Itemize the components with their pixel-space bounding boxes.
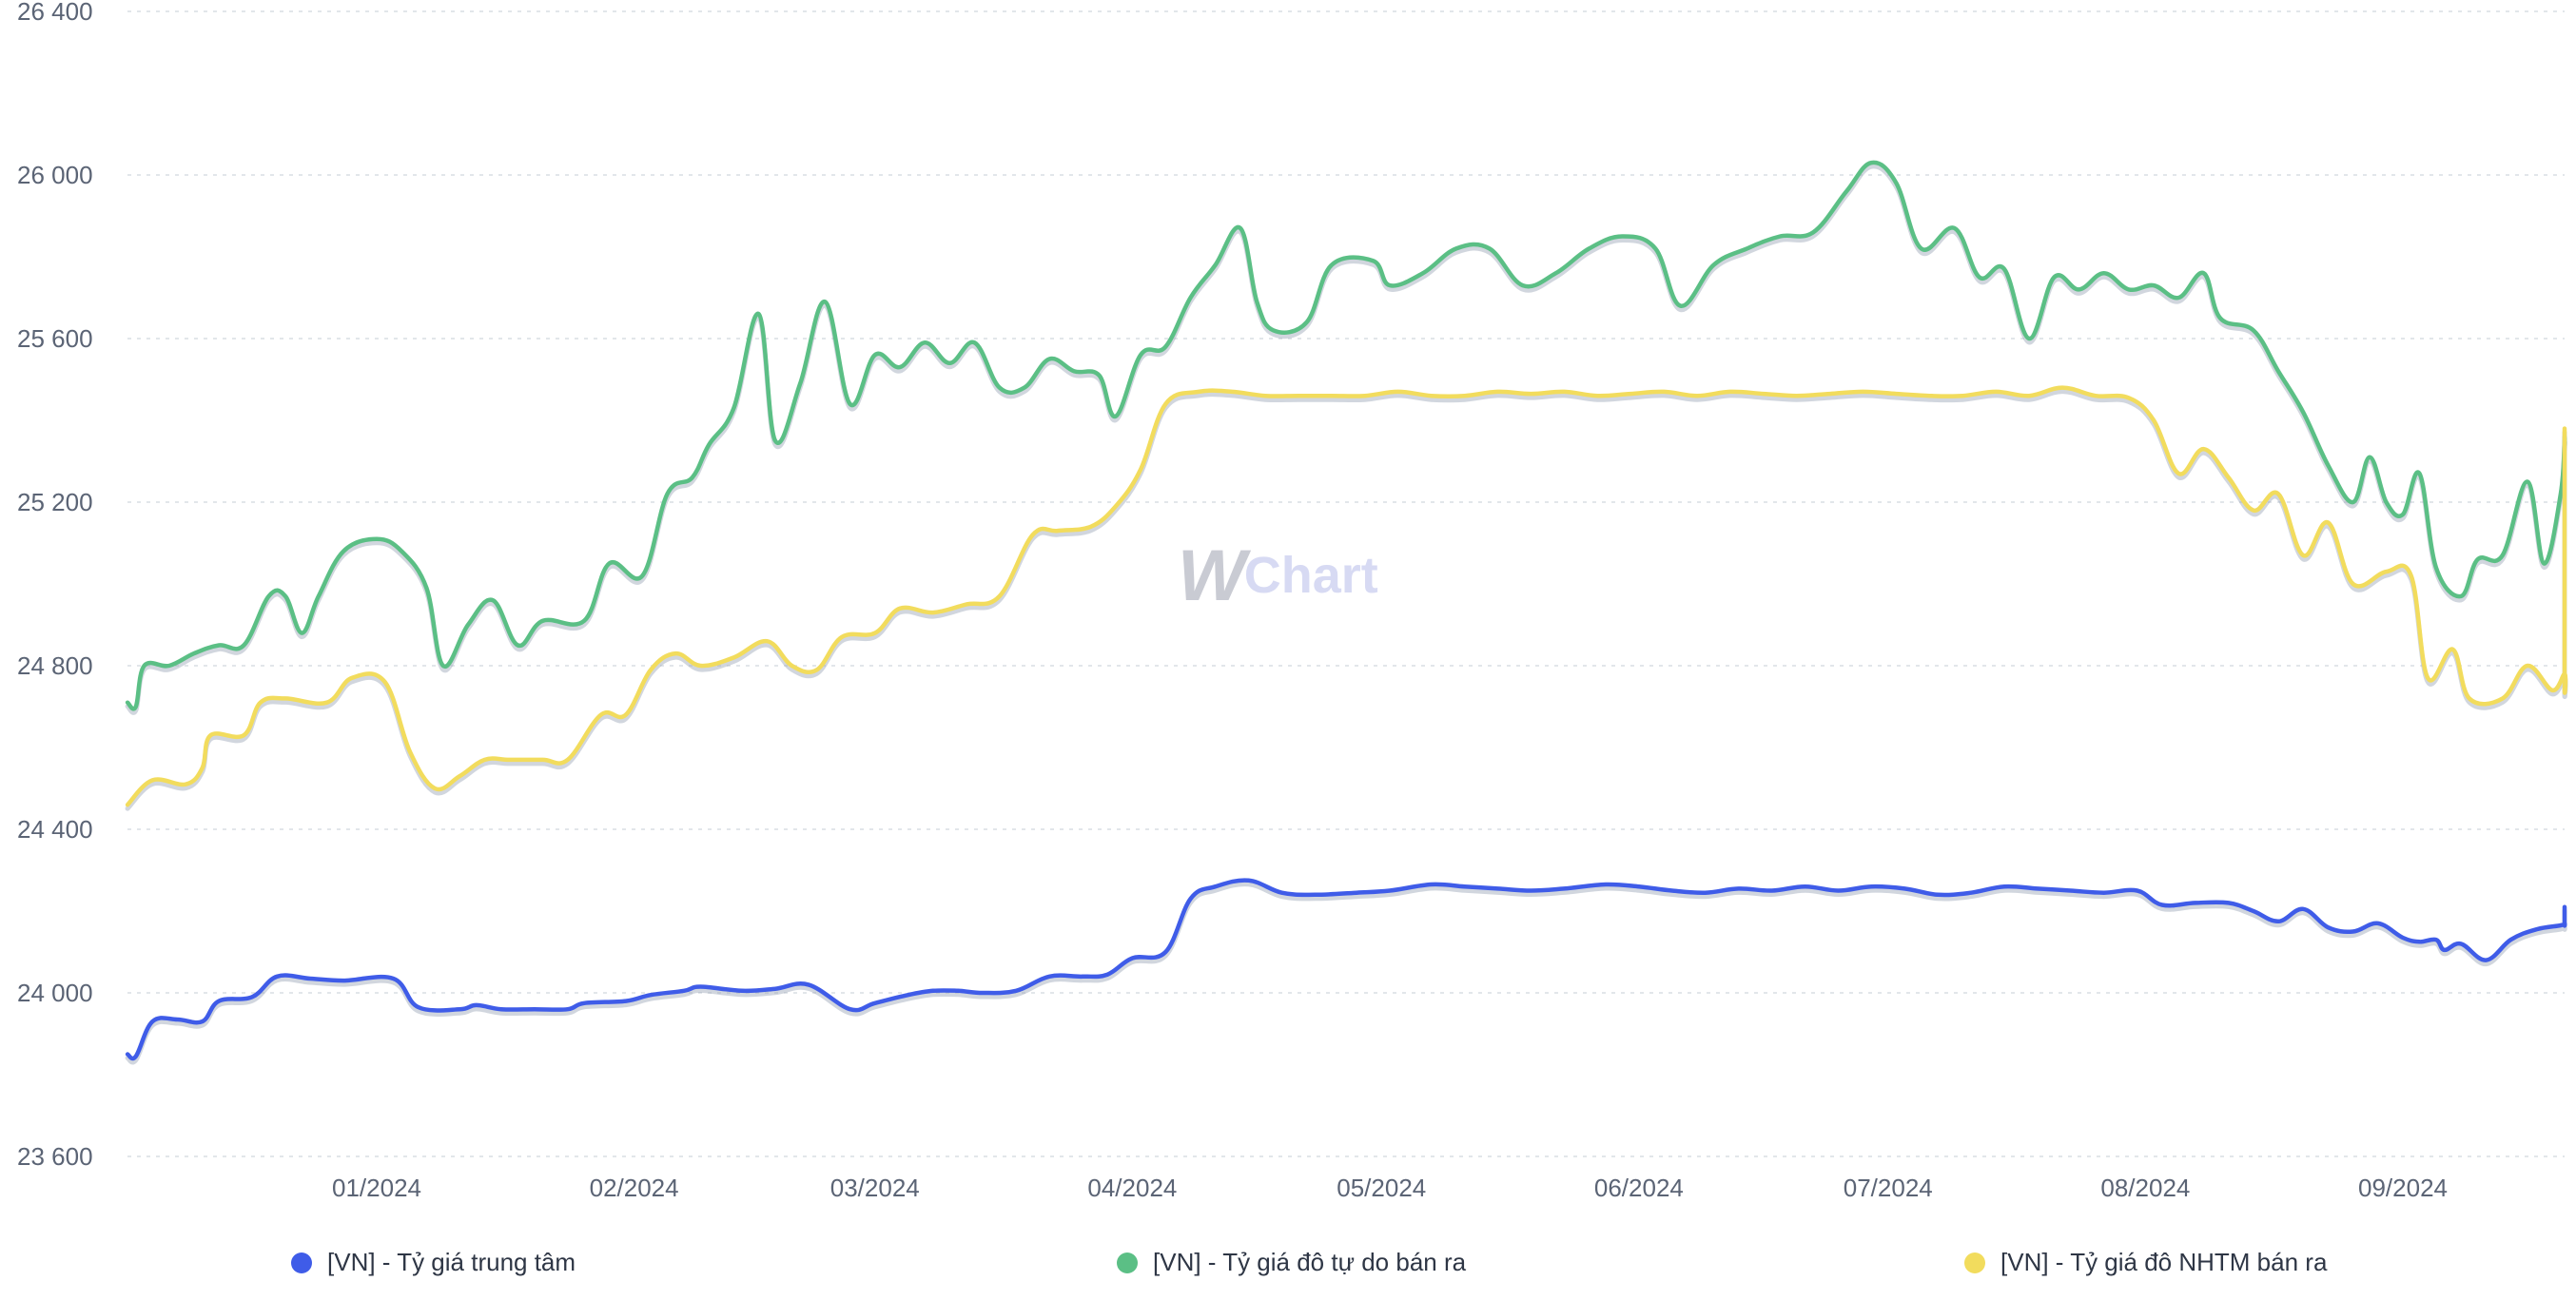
y-tick-label: 25 200 bbox=[17, 488, 93, 516]
x-tick-label: 09/2024 bbox=[2358, 1174, 2448, 1202]
x-tick-label: 05/2024 bbox=[1337, 1174, 1426, 1202]
y-axis-tick-labels: 23 600 24 000 24 400 24 800 25 200 25 600 26 0… bbox=[17, 0, 93, 1171]
wichart-watermark: W Chart bbox=[1178, 535, 1425, 616]
y-tick-label: 24 800 bbox=[17, 651, 93, 680]
x-axis-tick-labels: 01/2024 02/2024 03/2024 04/2024 05/2024 06/20… bbox=[332, 1174, 2448, 1202]
x-tick-label: 07/2024 bbox=[1844, 1174, 1933, 1202]
chart-legend: [VN] - Tỷ giá trung tâm [VN] - Tỷ giá đô… bbox=[0, 1248, 2576, 1286]
legend-item-free-market-rate[interactable]: [VN] - Tỷ giá đô tự do bán ra bbox=[1117, 1248, 1466, 1277]
x-tick-label: 06/2024 bbox=[1594, 1174, 1684, 1202]
grid bbox=[127, 10, 2565, 1157]
x-tick-label: 08/2024 bbox=[2100, 1174, 2190, 1202]
legend-label: [VN] - Tỷ giá đô NHTM bán ra bbox=[2000, 1248, 2328, 1276]
x-tick-label: 03/2024 bbox=[830, 1174, 920, 1202]
y-tick-label: 23 600 bbox=[17, 1142, 93, 1171]
series-line-shadow bbox=[125, 164, 2567, 715]
y-tick-label: 26 000 bbox=[17, 161, 93, 189]
y-tick-label: 24 400 bbox=[17, 815, 93, 844]
series-lines bbox=[125, 160, 2568, 1065]
series-line-shadow bbox=[125, 882, 2567, 1065]
watermark-logo-text: Chart bbox=[1243, 547, 1378, 604]
legend-dot-icon bbox=[1964, 1252, 1985, 1273]
y-tick-label: 26 400 bbox=[17, 0, 93, 26]
legend-label: [VN] - Tỷ giá đô tự do bán ra bbox=[1153, 1248, 1467, 1276]
legend-label: [VN] - Tỷ giá trung tâm bbox=[327, 1248, 576, 1276]
legend-item-central-rate[interactable]: [VN] - Tỷ giá trung tâm bbox=[291, 1248, 576, 1277]
series-line-1[interactable] bbox=[125, 878, 2567, 1061]
series-line-3[interactable] bbox=[125, 385, 2568, 807]
series-line-2[interactable] bbox=[125, 160, 2567, 711]
x-tick-label: 01/2024 bbox=[332, 1174, 421, 1202]
legend-item-commercial-bank-rate[interactable]: [VN] - Tỷ giá đô NHTM bán ra bbox=[1964, 1248, 2327, 1277]
legend-dot-icon bbox=[291, 1252, 312, 1273]
watermark-logo-mark: W bbox=[1178, 534, 1246, 616]
legend-dot-icon bbox=[1117, 1252, 1138, 1273]
x-tick-label: 04/2024 bbox=[1087, 1174, 1177, 1202]
x-tick-label: 02/2024 bbox=[590, 1174, 679, 1202]
y-tick-label: 24 000 bbox=[17, 979, 93, 1007]
y-tick-label: 25 600 bbox=[17, 324, 93, 353]
